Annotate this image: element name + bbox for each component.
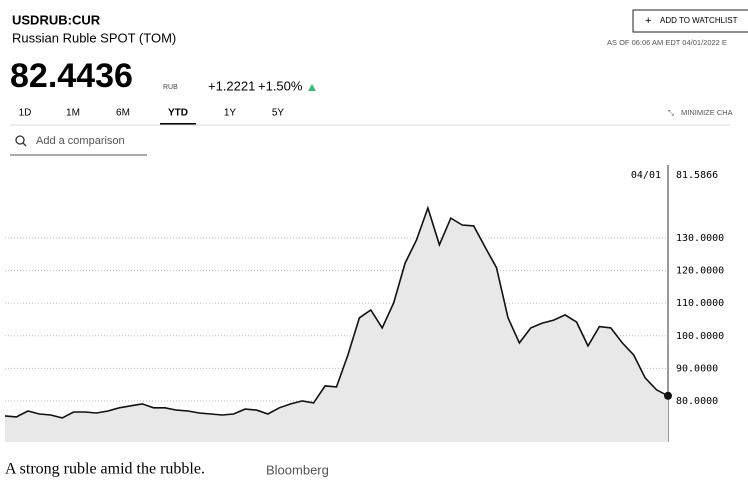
tab[interactable]: 6M: [116, 108, 130, 119]
tabs: 1D 1M 6M YTD 1Y 5Y: [19, 108, 285, 119]
watchlist-button[interactable]: [632, 9, 748, 33]
change: +1.2221: [208, 78, 255, 93]
tab[interactable]: 5Y: [272, 108, 285, 119]
area: [5, 208, 668, 442]
symbol: USDRUB:CUR: [12, 12, 101, 27]
up-arrow: [308, 84, 316, 91]
y-tick-label: 80.0000: [676, 396, 718, 407]
y-tick-label: 100.0000: [676, 331, 724, 342]
plus-icon: +: [645, 15, 651, 27]
chart: 80.0000 90.0000 100.0000 110.0000 120.0000 13…: [4, 165, 724, 442]
last-point: [664, 391, 672, 400]
search-input[interactable]: Add a comparison: [36, 135, 125, 147]
y-tick-label: 120.0000: [676, 266, 724, 277]
last-date: 04/01: [631, 170, 661, 181]
credit: Bloomberg: [266, 462, 329, 477]
price-line: [4, 205, 669, 419]
currency: RUB: [163, 84, 178, 91]
y-tick-label: 130.0000: [676, 233, 724, 244]
minimize[interactable]: MINIMIZE CHA: [681, 108, 733, 117]
tab[interactable]: 1Y: [224, 108, 237, 119]
last-value: 81.5866: [676, 170, 718, 181]
instrument-name: Russian Ruble SPOT (TOM): [12, 30, 176, 45]
as-of: AS OF 06:06 AM EDT 04/01/2022 E: [607, 38, 727, 47]
minimize-icon: ⤡: [668, 108, 675, 117]
tab[interactable]: 1M: [66, 108, 80, 119]
tab[interactable]: 1D: [19, 108, 32, 119]
search-icon: [22, 142, 27, 147]
change-pct: +1.50%: [258, 78, 303, 93]
price: 82.4436: [10, 57, 133, 95]
y-tick-label: 110.0000: [676, 298, 724, 309]
search-icon: [15, 135, 25, 145]
tab[interactable]: YTD: [168, 108, 188, 119]
watchlist-label[interactable]: ADD TO WATCHLIST: [660, 16, 738, 25]
caption: A strong ruble amid the rubble.: [5, 461, 205, 478]
y-tick-label: 90.0000: [676, 363, 718, 374]
